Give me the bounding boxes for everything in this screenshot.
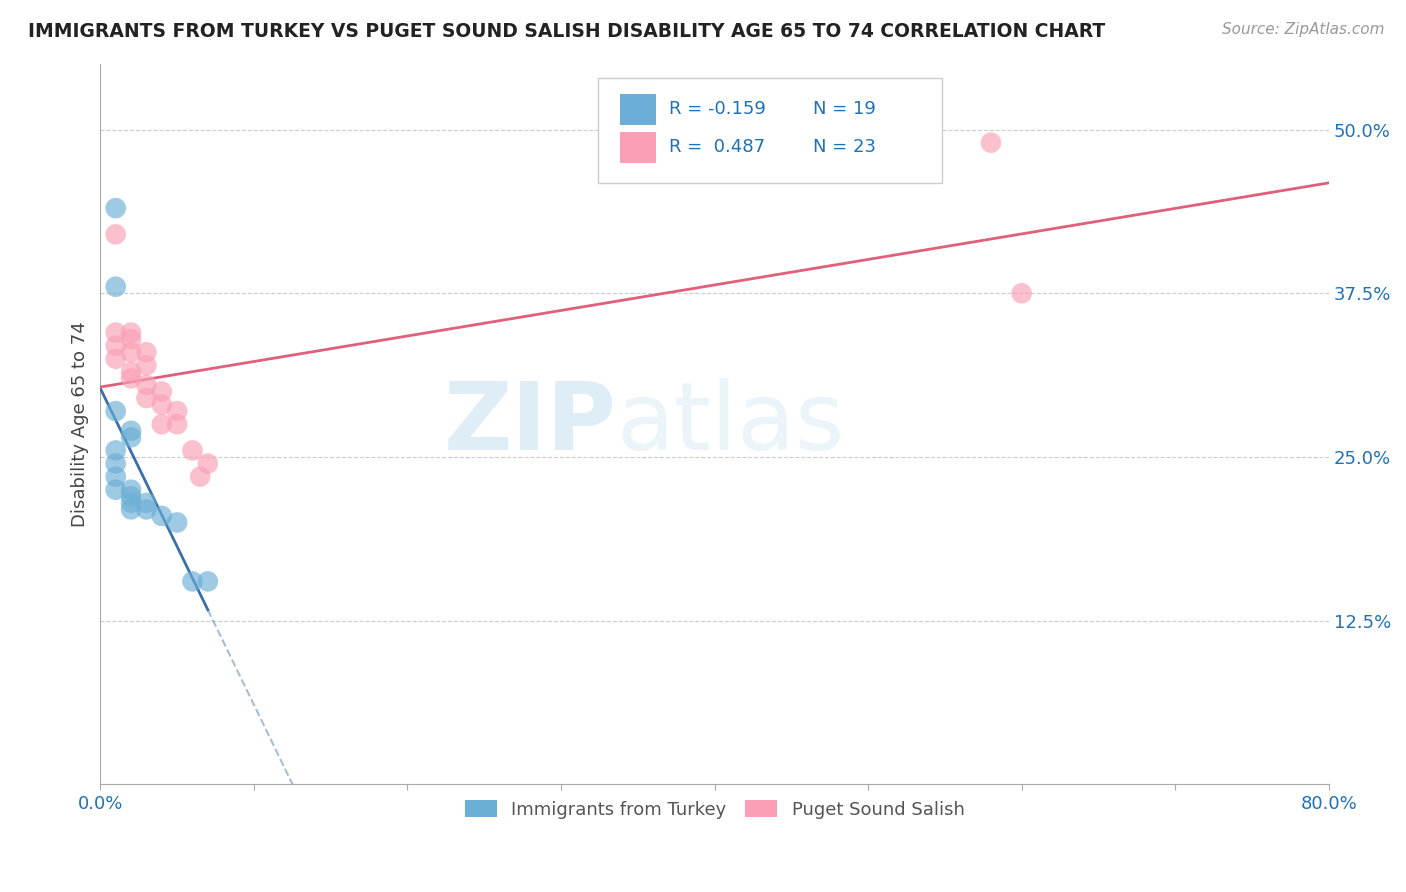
Point (104, 457, 127, 471)
Text: IMMIGRANTS FROM TURKEY VS PUGET SOUND SALISH DISABILITY AGE 65 TO 74 CORRELATION: IMMIGRANTS FROM TURKEY VS PUGET SOUND SA… (28, 22, 1105, 41)
Point (166, 404, 188, 418)
Point (104, 483, 127, 497)
Point (166, 516, 188, 530)
Point (135, 502, 157, 516)
Point (135, 391, 157, 405)
Point (150, 417, 173, 432)
Point (104, 227, 127, 242)
Point (120, 326, 142, 340)
Point (150, 508, 173, 523)
Point (150, 398, 173, 412)
Point (1011, 286, 1033, 301)
Text: N = 23: N = 23 (813, 138, 876, 156)
Legend: Immigrants from Turkey, Puget Sound Salish: Immigrants from Turkey, Puget Sound Sali… (457, 793, 972, 826)
Point (197, 457, 219, 471)
Point (104, 326, 127, 340)
Text: N = 19: N = 19 (813, 100, 876, 118)
FancyBboxPatch shape (620, 95, 655, 125)
Point (120, 345, 142, 359)
Point (120, 424, 142, 438)
Point (188, 469, 211, 483)
Text: R =  0.487: R = 0.487 (669, 138, 765, 156)
Point (120, 502, 142, 516)
Point (150, 384, 173, 399)
Point (104, 443, 127, 458)
Text: Source: ZipAtlas.com: Source: ZipAtlas.com (1222, 22, 1385, 37)
Point (104, 469, 127, 483)
Y-axis label: Disability Age 65 to 74: Disability Age 65 to 74 (72, 321, 89, 527)
FancyBboxPatch shape (620, 133, 655, 162)
Point (980, 136, 1002, 150)
Point (181, 574, 204, 589)
Point (104, 404, 127, 418)
Point (197, 574, 219, 589)
Point (120, 496, 142, 510)
Point (120, 489, 142, 503)
Point (166, 417, 188, 432)
Point (135, 496, 157, 510)
Point (120, 430, 142, 444)
Point (104, 351, 127, 366)
FancyBboxPatch shape (598, 78, 942, 183)
Text: ZIP: ZIP (443, 378, 616, 470)
Point (104, 279, 127, 293)
Point (104, 201, 127, 215)
Point (120, 483, 142, 497)
Point (135, 359, 157, 373)
Text: atlas: atlas (616, 378, 845, 470)
Point (135, 378, 157, 392)
Text: R = -0.159: R = -0.159 (669, 100, 766, 118)
Point (120, 371, 142, 385)
Point (135, 345, 157, 359)
Point (104, 339, 127, 353)
Point (120, 332, 142, 346)
Point (181, 443, 204, 458)
Point (120, 365, 142, 379)
